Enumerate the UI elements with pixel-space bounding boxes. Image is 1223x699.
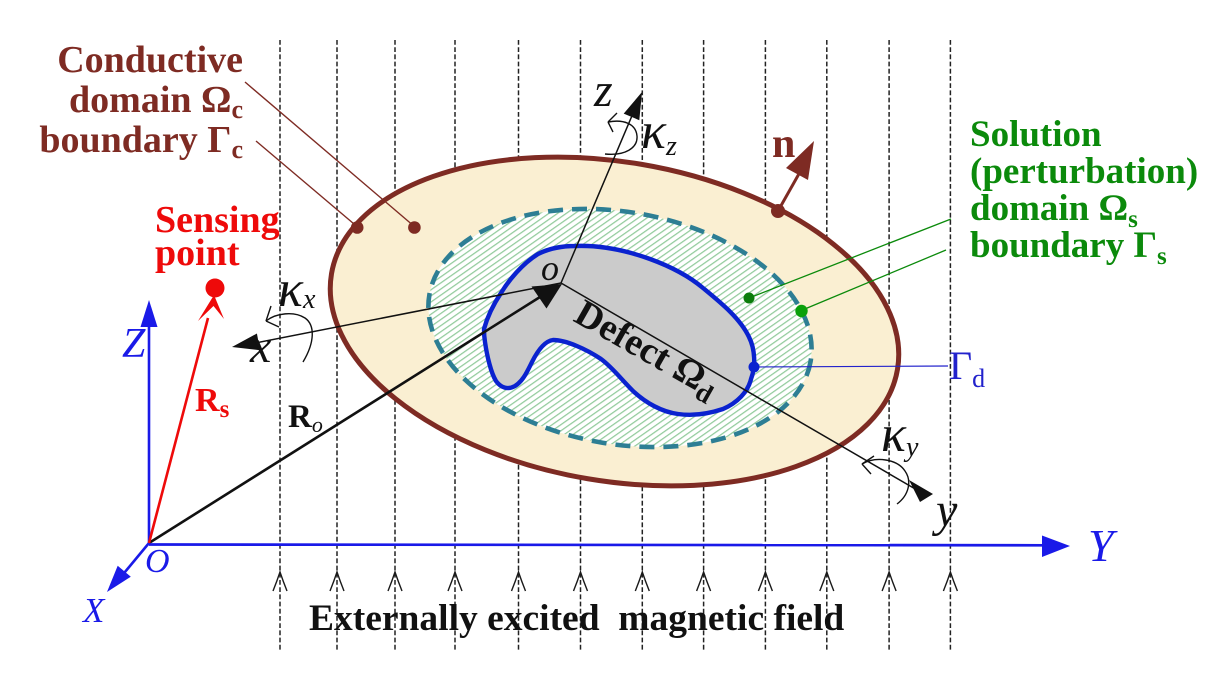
svg-text:boundary Γs: boundary Γs [970, 225, 1167, 270]
svg-text:Z: Z [122, 321, 146, 367]
svg-text:X: X [81, 591, 106, 630]
svg-text:Externally excited magnetic f: Externally excited magnetic field [309, 598, 844, 639]
svg-text:domain Ωs: domain Ωs [970, 188, 1138, 233]
svg-text:z: z [593, 64, 613, 117]
svg-text:Solution: Solution [970, 114, 1102, 155]
svg-text:domain Ωc: domain Ωc [69, 79, 243, 124]
svg-text:o: o [541, 248, 559, 288]
svg-text:Sensing: Sensing [155, 199, 280, 241]
svg-text:y: y [931, 484, 958, 537]
svg-text:boundary Γc: boundary Γc [39, 119, 243, 164]
svg-text:κx: κx [278, 261, 316, 318]
svg-text:point: point [155, 232, 240, 274]
svg-text:O: O [145, 543, 170, 580]
svg-text:κz: κz [641, 103, 677, 162]
svg-text:(perturbation): (perturbation) [970, 151, 1198, 192]
svg-text:Y: Y [1088, 520, 1118, 571]
svg-text:x: x [249, 320, 271, 373]
svg-text:Conductive: Conductive [57, 39, 243, 81]
svg-text:n: n [772, 121, 795, 167]
